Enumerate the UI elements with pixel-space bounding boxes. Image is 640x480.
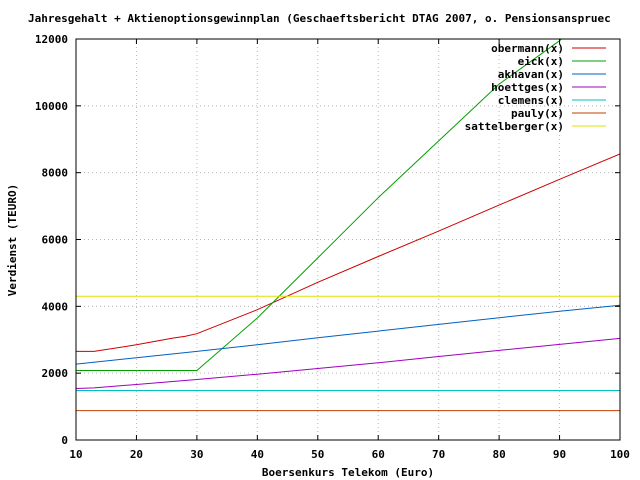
x-tick-label: 100 <box>610 448 630 461</box>
series-line-hoettgesx <box>76 337 620 389</box>
x-axis-ticks: 10 20 30 40 50 60 70 80 90 100 <box>69 39 630 461</box>
x-tick-label: 60 <box>372 448 385 461</box>
legend-label: clemens(x) <box>498 94 564 107</box>
series-lines <box>76 39 620 412</box>
x-axis-label: Boersenkurs Telekom (Euro) <box>262 466 434 479</box>
x-tick-label: 10 <box>69 448 82 461</box>
legend-label: sattelberger(x) <box>465 120 564 133</box>
legend-label: hoettges(x) <box>491 81 564 94</box>
legend-label: akhavan(x) <box>498 68 564 81</box>
x-tick-label: 20 <box>130 448 143 461</box>
series-line-obermannx <box>76 153 620 352</box>
legend-label: eick(x) <box>518 55 564 68</box>
legend: obermann(x)eick(x)akhavan(x)hoettges(x)c… <box>465 42 606 133</box>
x-tick-label: 80 <box>492 448 505 461</box>
legend-label: pauly(x) <box>511 107 564 120</box>
y-tick-label: 6000 <box>42 234 69 247</box>
x-tick-label: 90 <box>553 448 566 461</box>
legend-label: obermann(x) <box>491 42 564 55</box>
series-line-eickx <box>76 39 562 371</box>
y-axis-ticks: 0 2000 4000 6000 8000 10000 12000 <box>35 33 620 447</box>
chart-title: Jahresgehalt + Aktienoptionsgewinnplan (… <box>28 12 611 25</box>
y-tick-label: 2000 <box>42 367 69 380</box>
series-line-akhavanx <box>76 304 620 365</box>
y-tick-label: 10000 <box>35 100 68 113</box>
y-tick-label: 4000 <box>42 300 69 313</box>
x-tick-label: 50 <box>311 448 324 461</box>
y-axis-label: Verdienst (TEURO) <box>6 184 19 297</box>
y-tick-label: 8000 <box>42 167 69 180</box>
y-tick-label: 12000 <box>35 33 68 46</box>
x-tick-label: 30 <box>190 448 203 461</box>
y-tick-label: 0 <box>61 434 68 447</box>
x-tick-label: 40 <box>251 448 264 461</box>
x-tick-label: 70 <box>432 448 445 461</box>
